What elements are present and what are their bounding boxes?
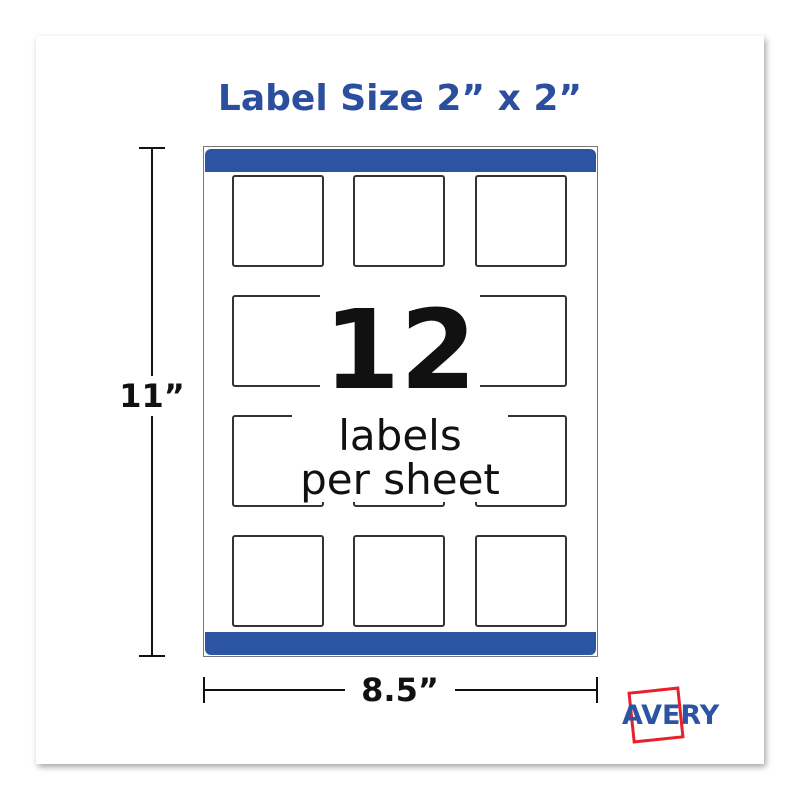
label-cell <box>475 295 567 387</box>
label-count-caption: labels per sheet <box>292 414 508 502</box>
label-cell <box>353 535 445 627</box>
sheet-bottom-band <box>205 632 596 655</box>
sheet-top-band <box>205 149 596 172</box>
label-cell <box>475 175 567 267</box>
label-cell <box>232 535 324 627</box>
label-size-title: Label Size 2” x 2” <box>217 78 583 119</box>
width-dimension-label: 8.5” <box>345 670 455 710</box>
caption-line-1: labels <box>338 411 462 460</box>
height-dimension-cap-top <box>139 147 165 149</box>
label-cell <box>475 535 567 627</box>
avery-logo: AVERY <box>622 700 720 731</box>
label-cell <box>353 175 445 267</box>
height-dimension-label: 11” <box>104 376 200 416</box>
label-cell <box>232 295 324 387</box>
caption-line-2: per sheet <box>300 455 500 504</box>
width-dimension-cap-left <box>203 677 205 703</box>
width-dimension-cap-right <box>596 677 598 703</box>
label-cell <box>232 175 324 267</box>
height-dimension-cap-bottom <box>139 655 165 657</box>
label-count: 12 <box>320 290 480 410</box>
